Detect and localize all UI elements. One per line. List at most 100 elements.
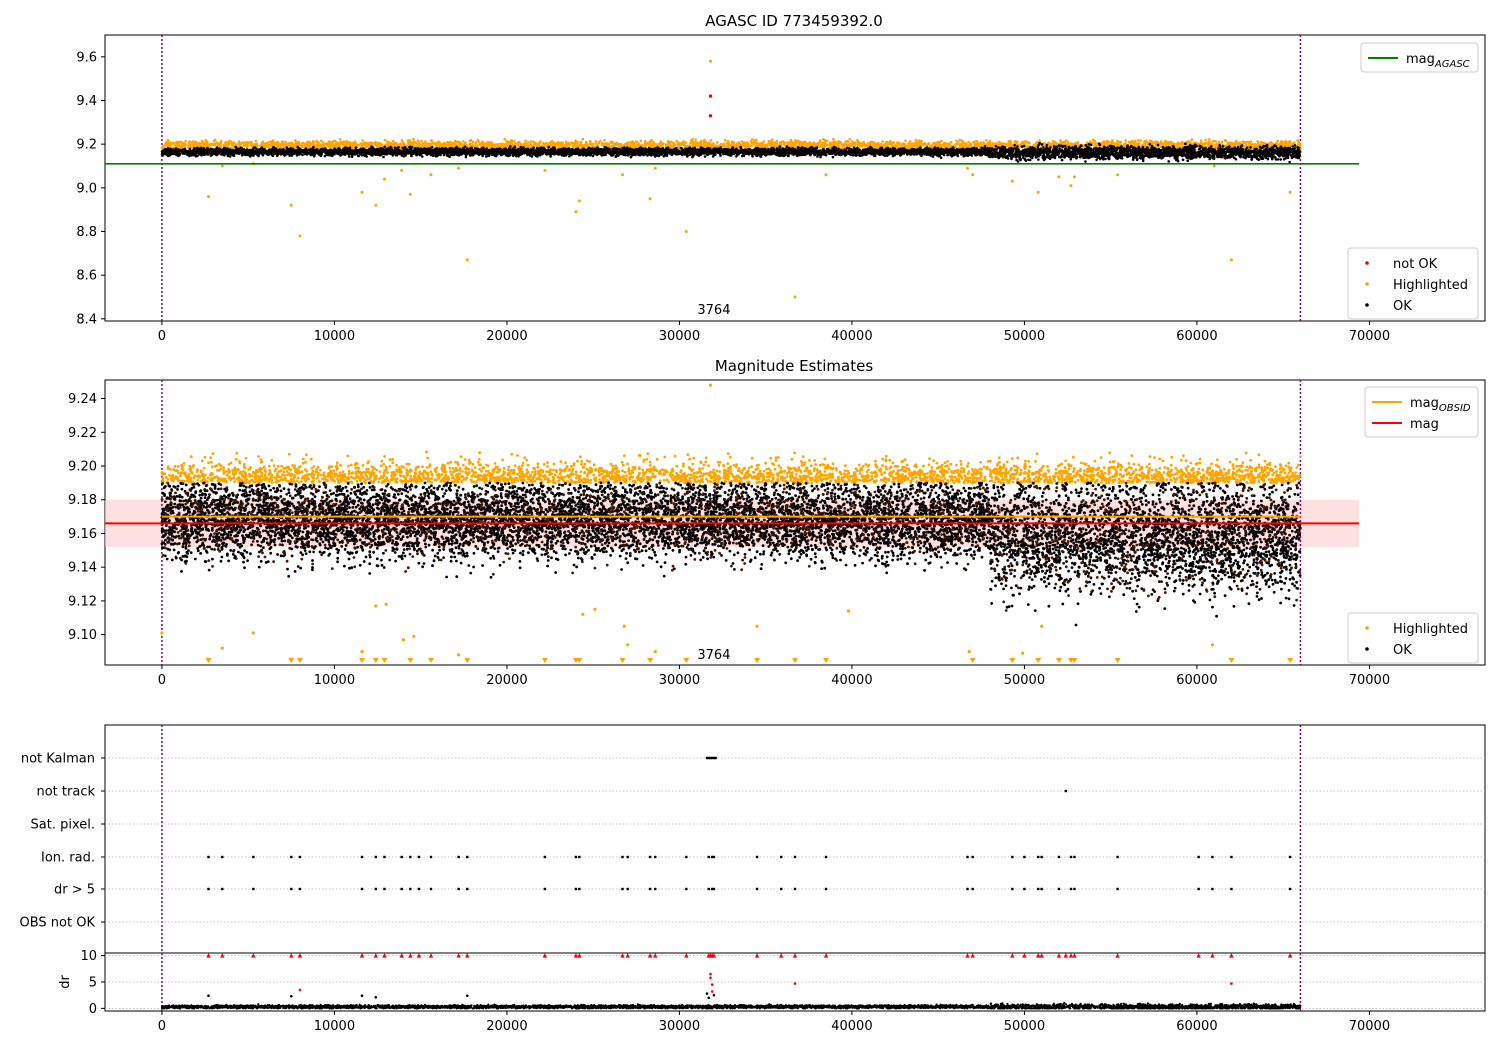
highlighted-point (1048, 142, 1052, 145)
highlighted-point (932, 141, 935, 145)
highlighted-point (503, 137, 507, 141)
highlighted-point (834, 140, 837, 144)
highlighted-point (1246, 140, 1250, 144)
highlighted-point (692, 142, 695, 145)
highlighted-point (955, 143, 958, 146)
highlighted-point (1091, 138, 1095, 142)
highlighted-point (529, 140, 533, 143)
highlighted-point (194, 143, 197, 147)
highlighted-point (588, 139, 592, 143)
highlighted-point (471, 140, 475, 144)
highlighted-point (888, 142, 891, 145)
highlighted-point (1038, 139, 1041, 143)
highlighted-point (299, 144, 303, 148)
highlighted-point (424, 141, 427, 145)
highlighted-point (738, 142, 742, 146)
highlighted-point (605, 143, 608, 147)
highlighted-point (644, 141, 648, 145)
highlighted-point (880, 142, 883, 146)
highlighted-point (1093, 142, 1097, 146)
ok-point (193, 146, 196, 150)
highlighted-point (1239, 141, 1242, 144)
highlighted-point (433, 141, 437, 145)
highlighted-point (205, 140, 208, 144)
highlighted-point (357, 143, 360, 147)
highlighted-point (1187, 140, 1190, 143)
highlighted-point (335, 141, 339, 144)
highlighted-point (254, 139, 258, 143)
highlighted-point (722, 142, 725, 145)
highlighted-point (960, 144, 963, 147)
highlighted-point (383, 138, 387, 142)
highlighted-point (948, 145, 951, 148)
highlighted-point (328, 143, 332, 147)
highlighted-point (364, 141, 367, 145)
highlighted-point (180, 142, 184, 145)
highlighted-point (345, 142, 348, 145)
highlighted-point (614, 143, 617, 147)
highlighted-point (630, 140, 634, 144)
highlighted-point (394, 143, 398, 147)
highlighted-point (783, 141, 787, 145)
highlighted-point (845, 140, 849, 143)
highlighted-point (881, 140, 884, 143)
highlighted-point (632, 144, 636, 147)
highlighted-point (719, 143, 723, 146)
highlighted-point (554, 143, 557, 146)
highlighted-point (1271, 142, 1274, 146)
highlighted-point (533, 144, 536, 147)
highlighted-point (709, 139, 713, 142)
highlighted-point (1159, 140, 1163, 143)
highlighted-point (788, 141, 791, 144)
highlighted-point (178, 145, 181, 148)
highlighted-point (957, 143, 960, 146)
highlighted-point (848, 138, 851, 141)
highlighted-point (220, 139, 223, 143)
panel1-title: AGASC ID 773459392.0 (705, 12, 883, 30)
highlighted-point (901, 142, 905, 145)
highlighted-point (249, 141, 252, 144)
highlighted-point (904, 139, 907, 143)
highlighted-point (675, 139, 678, 143)
highlighted-point (1235, 142, 1238, 145)
highlighted-point (235, 143, 238, 146)
highlighted-point (200, 139, 204, 143)
highlighted-point (342, 140, 345, 143)
highlighted-point (166, 140, 170, 144)
highlighted-point (923, 142, 926, 145)
highlighted-point (796, 139, 799, 143)
highlighted-point (1066, 140, 1069, 144)
highlighted-point (986, 143, 990, 147)
highlighted-point (1226, 143, 1229, 146)
highlighted-point (703, 138, 706, 142)
highlighted-point (509, 142, 513, 145)
highlighted-point (950, 140, 953, 144)
highlighted-point (818, 139, 822, 142)
highlighted-point (716, 141, 719, 144)
highlighted-point (331, 140, 335, 143)
highlighted-point (328, 140, 332, 144)
highlighted-point (361, 139, 365, 142)
panel2-title: Magnitude Estimates (715, 357, 873, 375)
highlighted-point (453, 141, 457, 145)
highlighted-point (280, 140, 284, 143)
highlighted-point (1118, 140, 1122, 144)
highlighted-point (994, 142, 997, 145)
highlighted-point (669, 144, 672, 148)
highlighted-point (524, 139, 527, 143)
highlighted-point (697, 144, 701, 148)
highlighted-point (595, 143, 598, 147)
highlighted-point (941, 143, 944, 147)
highlighted-point (1014, 140, 1017, 143)
highlighted-point (829, 144, 833, 147)
ok-point (703, 155, 707, 158)
highlighted-point (751, 138, 754, 141)
highlighted-point (559, 141, 562, 144)
highlighted-point (770, 138, 774, 142)
highlighted-point (411, 143, 415, 146)
highlighted-point (474, 141, 478, 144)
highlighted-point (417, 143, 421, 146)
highlighted-point (351, 145, 355, 148)
highlighted-point (212, 139, 216, 143)
highlighted-point (572, 145, 576, 148)
